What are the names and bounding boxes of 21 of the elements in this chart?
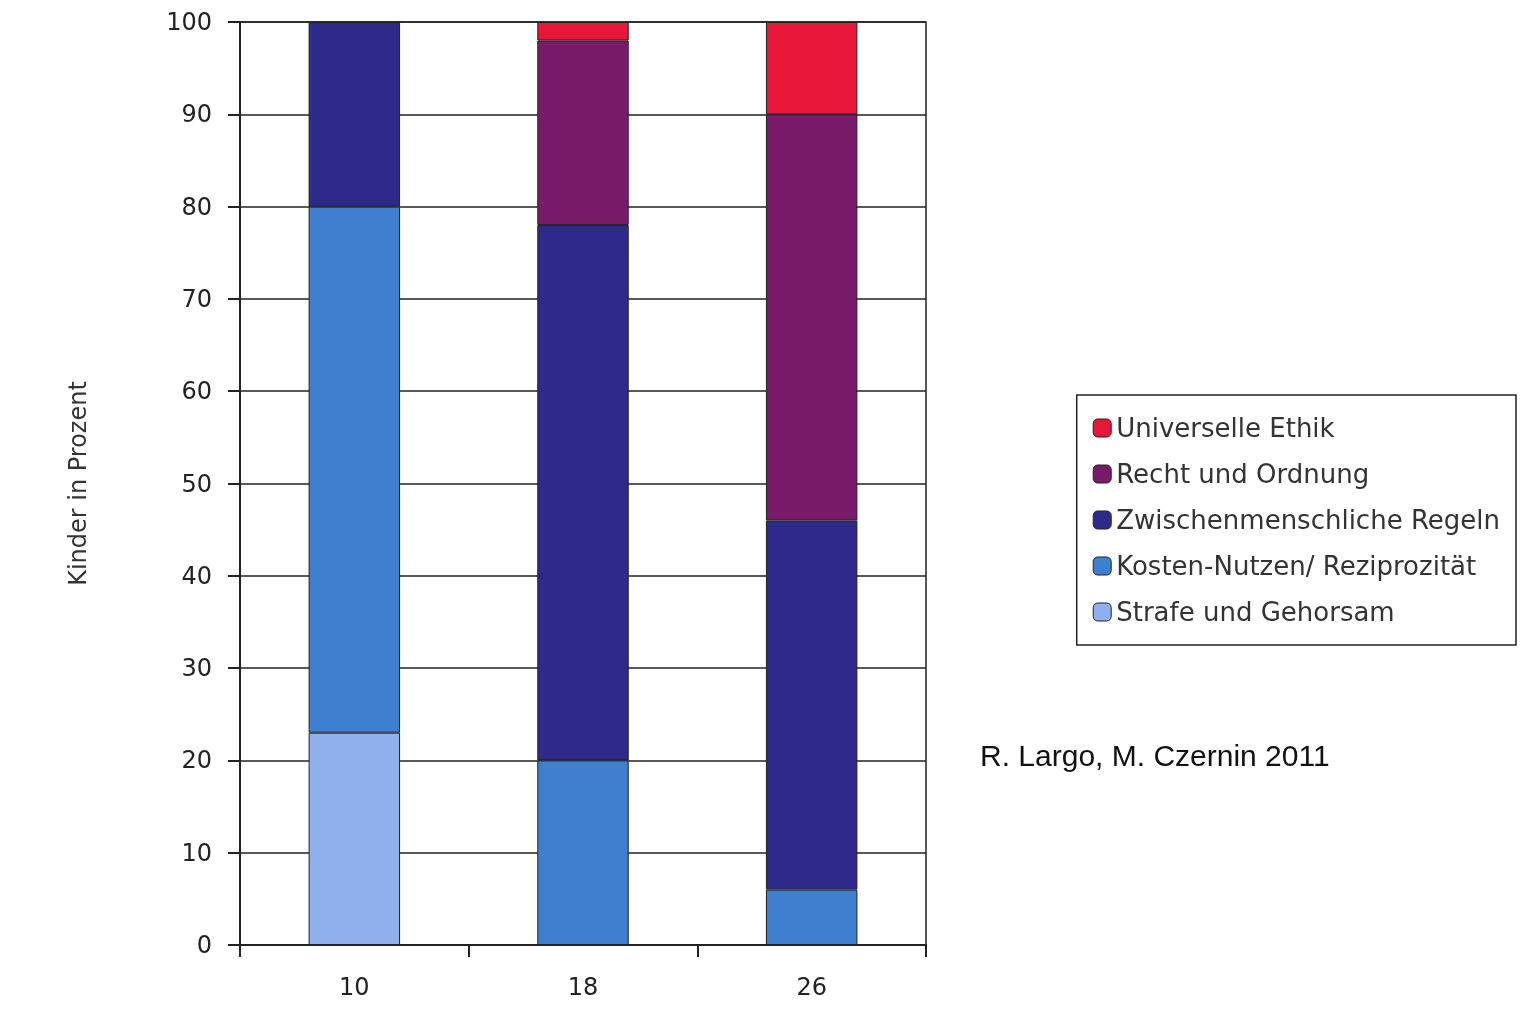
y-tick-label: 20 xyxy=(181,746,212,775)
text: R. Largo, M. Czernin 2011 xyxy=(980,738,1330,772)
y-tick-label: 50 xyxy=(181,469,212,498)
legend-label: Strafe und Gehorsam xyxy=(1116,597,1395,627)
y-tick-label: 70 xyxy=(181,284,212,313)
x-tick-label: 26 xyxy=(796,973,827,1001)
y-tick-label: 80 xyxy=(181,192,212,221)
y-axis-title: Kinder in Prozent xyxy=(64,381,92,586)
legend-label: Recht und Ordnung xyxy=(1116,459,1370,489)
legend-label: Kosten-Nutzen/ Reziprozität xyxy=(1116,551,1477,581)
y-tick-label: 100 xyxy=(166,8,212,36)
legend-label: Universelle Ethik xyxy=(1116,413,1335,443)
y-tick-label: 30 xyxy=(181,654,212,683)
y-tick-label: 10 xyxy=(181,838,212,867)
y-tick-label: 40 xyxy=(181,561,212,590)
y-tick-label: 60 xyxy=(181,377,212,406)
legend-label: Zwischenmenschliche Regeln xyxy=(1116,505,1500,535)
x-tick-label: 10 xyxy=(339,973,370,1001)
y-tick-label: 0 xyxy=(196,931,212,959)
y-tick-label: 90 xyxy=(181,100,212,129)
x-tick-label: 18 xyxy=(567,973,599,1001)
